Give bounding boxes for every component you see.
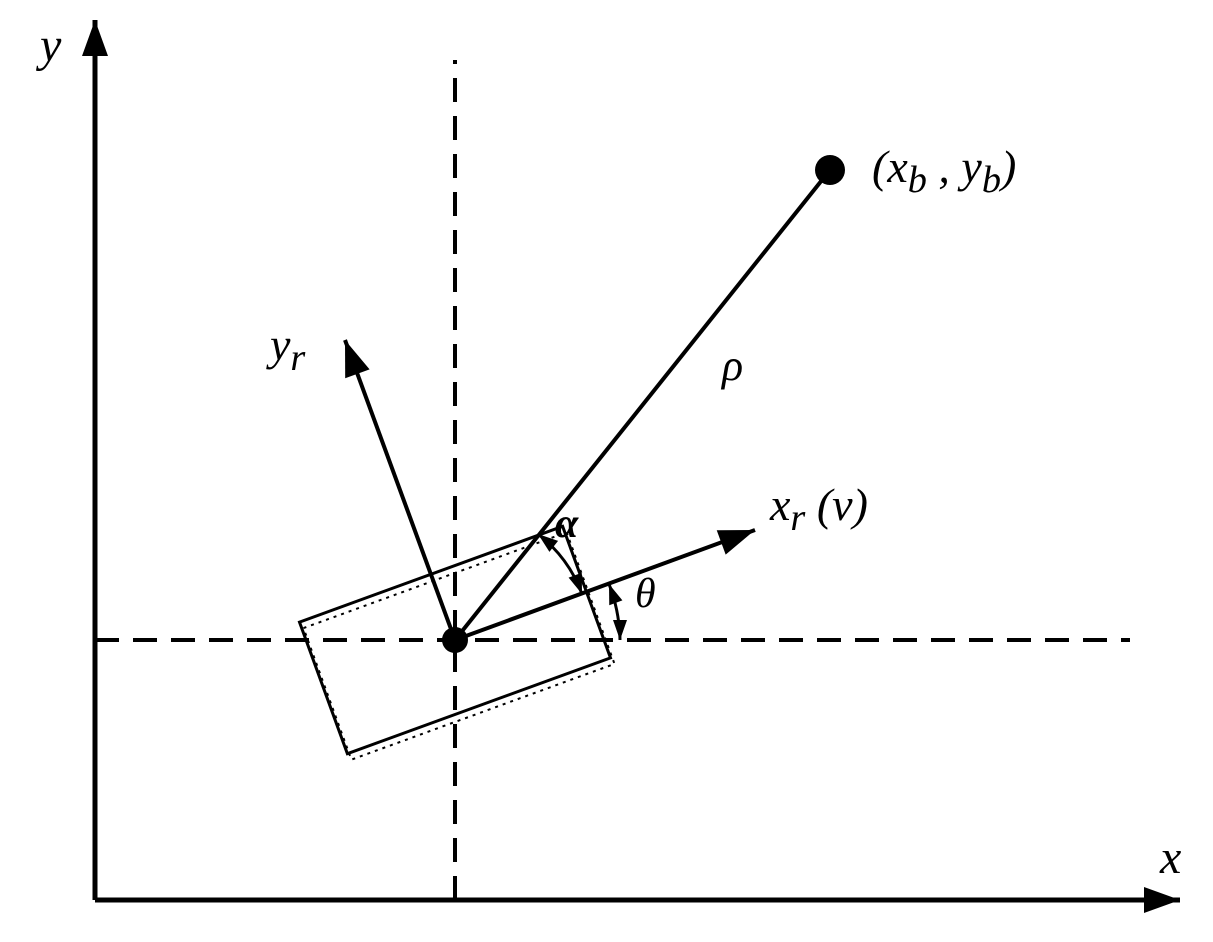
label-alpha: α: [555, 500, 578, 548]
coordinate-diagram: [0, 0, 1213, 942]
y-axis: [82, 20, 108, 900]
label-target: (xb , yb): [872, 140, 1016, 202]
label-theta: θ: [635, 570, 656, 618]
x-axis: [95, 887, 1180, 913]
label-rho: ρ: [722, 340, 743, 391]
target-point: [815, 155, 845, 185]
label-xr: xr (v): [770, 478, 868, 540]
label-y_axis: y: [40, 18, 61, 73]
yr-axis: [345, 340, 455, 640]
label-x_axis: x: [1160, 830, 1181, 885]
theta-arc: [609, 584, 627, 640]
robot-center-point: [442, 627, 468, 653]
label-yr: yr: [270, 318, 305, 380]
